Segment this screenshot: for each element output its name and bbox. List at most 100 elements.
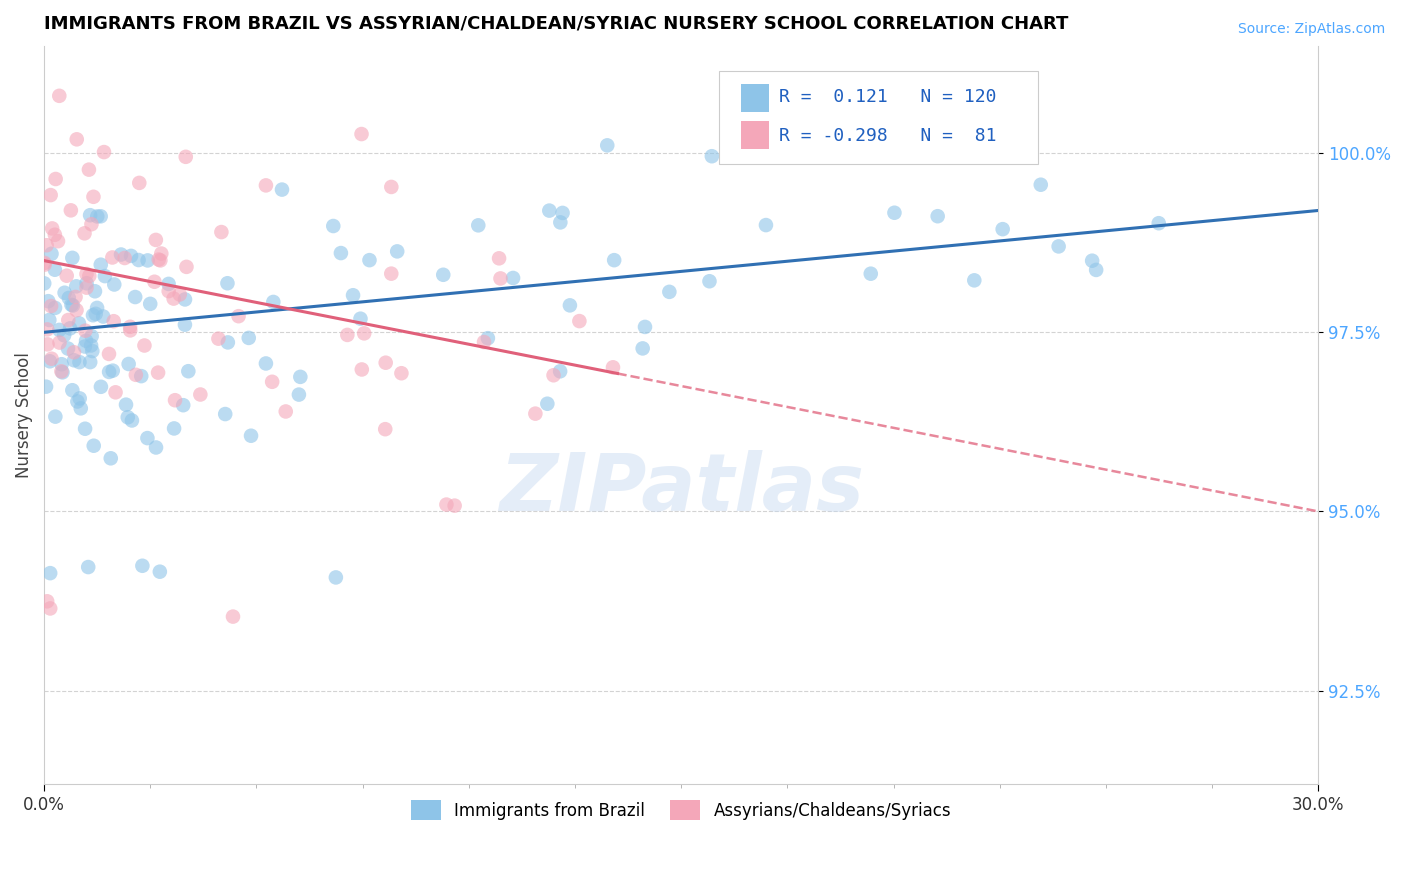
Point bbox=[79, 268, 101, 283]
Point bbox=[350, 127, 373, 141]
Point bbox=[75, 324, 97, 338]
Point bbox=[65, 290, 87, 304]
Point bbox=[548, 364, 571, 378]
Point bbox=[75, 422, 97, 436]
Point bbox=[53, 328, 76, 343]
Point bbox=[34, 258, 56, 272]
Point bbox=[436, 498, 458, 512]
Point bbox=[443, 499, 465, 513]
Point bbox=[104, 385, 127, 400]
Point bbox=[46, 234, 69, 248]
Point bbox=[322, 219, 344, 233]
Point bbox=[217, 277, 239, 291]
Point bbox=[288, 387, 311, 401]
Point bbox=[103, 277, 125, 292]
Point bbox=[391, 366, 413, 380]
Point bbox=[45, 172, 67, 186]
Point bbox=[44, 262, 66, 277]
Point bbox=[477, 331, 499, 345]
Point bbox=[115, 398, 138, 412]
Point bbox=[39, 601, 62, 615]
Point bbox=[82, 308, 104, 322]
Point bbox=[558, 298, 581, 312]
Point bbox=[76, 277, 98, 291]
Point bbox=[101, 364, 124, 378]
Point bbox=[65, 303, 87, 318]
Point bbox=[172, 398, 194, 412]
Point bbox=[603, 253, 626, 268]
Point bbox=[157, 277, 180, 291]
Point bbox=[48, 335, 70, 350]
Point bbox=[67, 316, 90, 330]
Point bbox=[120, 319, 142, 334]
Point bbox=[150, 246, 173, 260]
Text: ZIPatlas: ZIPatlas bbox=[499, 450, 863, 527]
Point bbox=[700, 149, 723, 163]
Point bbox=[139, 297, 162, 311]
Point bbox=[51, 364, 73, 378]
Point bbox=[38, 354, 60, 368]
Point bbox=[56, 342, 79, 356]
Point bbox=[148, 252, 170, 267]
Point bbox=[77, 560, 100, 574]
Point bbox=[41, 221, 63, 235]
Point bbox=[82, 190, 104, 204]
Y-axis label: Nursery School: Nursery School bbox=[15, 351, 32, 477]
Point bbox=[66, 394, 89, 409]
Point bbox=[51, 357, 73, 371]
Point bbox=[83, 439, 105, 453]
Point bbox=[174, 293, 197, 307]
Point bbox=[79, 355, 101, 369]
Text: R = -0.298   N =  81: R = -0.298 N = 81 bbox=[779, 127, 997, 145]
Point bbox=[271, 183, 294, 197]
Point bbox=[467, 219, 489, 233]
Point bbox=[209, 225, 232, 239]
Point bbox=[65, 279, 87, 293]
Point bbox=[207, 332, 229, 346]
Point bbox=[60, 251, 83, 265]
Point bbox=[66, 132, 89, 146]
Point bbox=[538, 203, 561, 218]
Point bbox=[240, 428, 263, 442]
Point bbox=[60, 383, 83, 397]
Point bbox=[1085, 263, 1108, 277]
Point bbox=[117, 410, 139, 425]
Point bbox=[84, 307, 107, 321]
Point bbox=[176, 260, 198, 274]
Point bbox=[98, 347, 121, 361]
Point bbox=[41, 351, 63, 366]
FancyBboxPatch shape bbox=[741, 84, 769, 112]
Point bbox=[228, 309, 250, 323]
Point bbox=[596, 138, 619, 153]
Point bbox=[162, 292, 184, 306]
Point bbox=[602, 360, 624, 375]
Point bbox=[991, 222, 1014, 236]
Point bbox=[48, 323, 70, 337]
Point bbox=[93, 145, 115, 159]
Point bbox=[128, 253, 150, 268]
Legend: Immigrants from Brazil, Assyrians/Chaldeans/Syriacs: Immigrants from Brazil, Assyrians/Chalde… bbox=[405, 793, 957, 827]
Point bbox=[489, 271, 512, 285]
Point bbox=[883, 206, 905, 220]
Point bbox=[755, 218, 778, 232]
Point bbox=[59, 203, 82, 218]
Point bbox=[136, 253, 159, 268]
Point bbox=[163, 421, 186, 435]
Point bbox=[336, 327, 359, 342]
Point bbox=[90, 380, 112, 394]
Point bbox=[58, 291, 80, 305]
Point bbox=[157, 284, 180, 298]
Point bbox=[1047, 239, 1070, 253]
Point bbox=[568, 314, 591, 328]
Point bbox=[41, 247, 63, 261]
Point bbox=[73, 339, 96, 353]
Point bbox=[37, 337, 59, 351]
Point bbox=[90, 210, 112, 224]
Point bbox=[254, 356, 277, 370]
Point bbox=[551, 206, 574, 220]
Point bbox=[963, 273, 986, 287]
Point bbox=[86, 210, 108, 224]
Point bbox=[80, 338, 103, 352]
Point bbox=[51, 365, 73, 379]
Point bbox=[432, 268, 454, 282]
